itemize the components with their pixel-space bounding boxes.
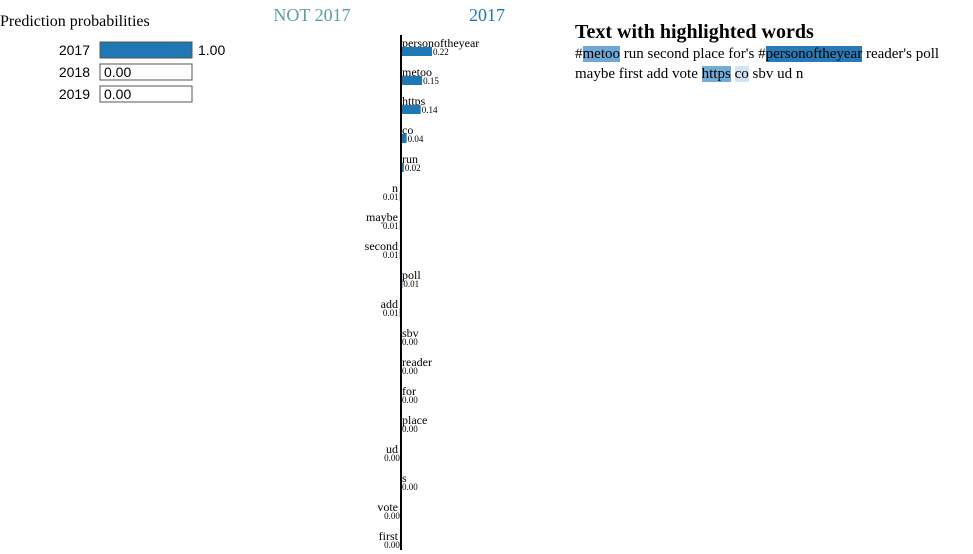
value-label: 0.00 — [402, 424, 418, 434]
bar — [401, 105, 421, 114]
feature-label: sbv — [402, 326, 419, 340]
value-label: 0.02 — [405, 163, 421, 173]
text-segment: # — [575, 46, 583, 62]
feature-label: vote — [377, 500, 398, 514]
value-label: 0.01 — [383, 250, 399, 260]
value-label: 1.00 — [198, 42, 225, 58]
feature-label: first — [379, 529, 399, 543]
feature-label: maybe — [366, 210, 398, 224]
text-segment: reader's poll maybe first add vote — [575, 46, 943, 82]
feature-label: personoftheyear — [402, 36, 479, 50]
text-segment: run second place for's # — [620, 46, 766, 62]
feature-label: https — [402, 94, 426, 108]
value-label: 0.15 — [423, 76, 439, 86]
feature-label: n — [392, 181, 398, 195]
chart-title: Prediction probabilities — [0, 13, 150, 30]
category-label: 2017 — [59, 42, 90, 58]
bar — [401, 163, 404, 172]
value-label: 0.00 — [402, 395, 418, 405]
value-label: 0.00 — [104, 86, 131, 102]
highlighted-word: https — [701, 66, 731, 82]
highlighted-word: co — [734, 66, 749, 82]
value-label: 0.04 — [408, 134, 424, 144]
class-name: 2017 — [469, 5, 505, 25]
panel-title: Text with highlighted words — [575, 21, 814, 43]
class-name: NOT 2017 — [273, 5, 350, 25]
bar-frame — [99, 41, 193, 59]
text-panel: Text with highlighted words #metoo run s… — [575, 20, 970, 84]
category-label: 2018 — [59, 64, 90, 80]
value-label: 0.00 — [402, 482, 418, 492]
value-label: 0.01 — [383, 308, 399, 318]
value-label: 0.01 — [403, 279, 419, 289]
highlighted-text: #metoo run second place for's #personoft… — [575, 44, 970, 84]
feature-label: s — [402, 471, 407, 485]
category-label: 2019 — [59, 86, 90, 102]
feature-label: poll — [402, 268, 421, 282]
value-label: 0.00 — [402, 337, 418, 347]
feature-label: for — [402, 384, 416, 398]
value-label: 0.00 — [384, 453, 400, 463]
text-segment: sbv ud n — [748, 66, 804, 82]
feature-label: second — [365, 239, 398, 253]
bar — [401, 134, 407, 143]
bar — [401, 47, 432, 56]
value-label: 0.22 — [433, 47, 449, 57]
bar-frame — [99, 85, 193, 103]
value-label: 0.01 — [383, 221, 399, 231]
feature-label: place — [402, 413, 427, 427]
highlighted-word: metoo — [582, 46, 620, 62]
value-label: 0.00 — [384, 511, 400, 521]
feature-label: reader — [402, 355, 432, 369]
bar-frame — [99, 63, 193, 81]
feature-label: metoo — [402, 65, 432, 79]
feature-label: ud — [386, 442, 398, 456]
value-label: 0.00 — [384, 540, 400, 550]
value-label: 0.14 — [422, 105, 438, 115]
feature-label: co — [402, 123, 413, 137]
bar — [401, 76, 423, 85]
value-label: 0.00 — [402, 366, 418, 376]
value-label: 0.01 — [383, 192, 399, 202]
highlighted-word: personoftheyear — [765, 46, 863, 62]
value-label: 0.00 — [104, 64, 131, 80]
feature-label: run — [402, 152, 418, 166]
bar — [100, 42, 192, 58]
feature-label: add — [381, 297, 398, 311]
